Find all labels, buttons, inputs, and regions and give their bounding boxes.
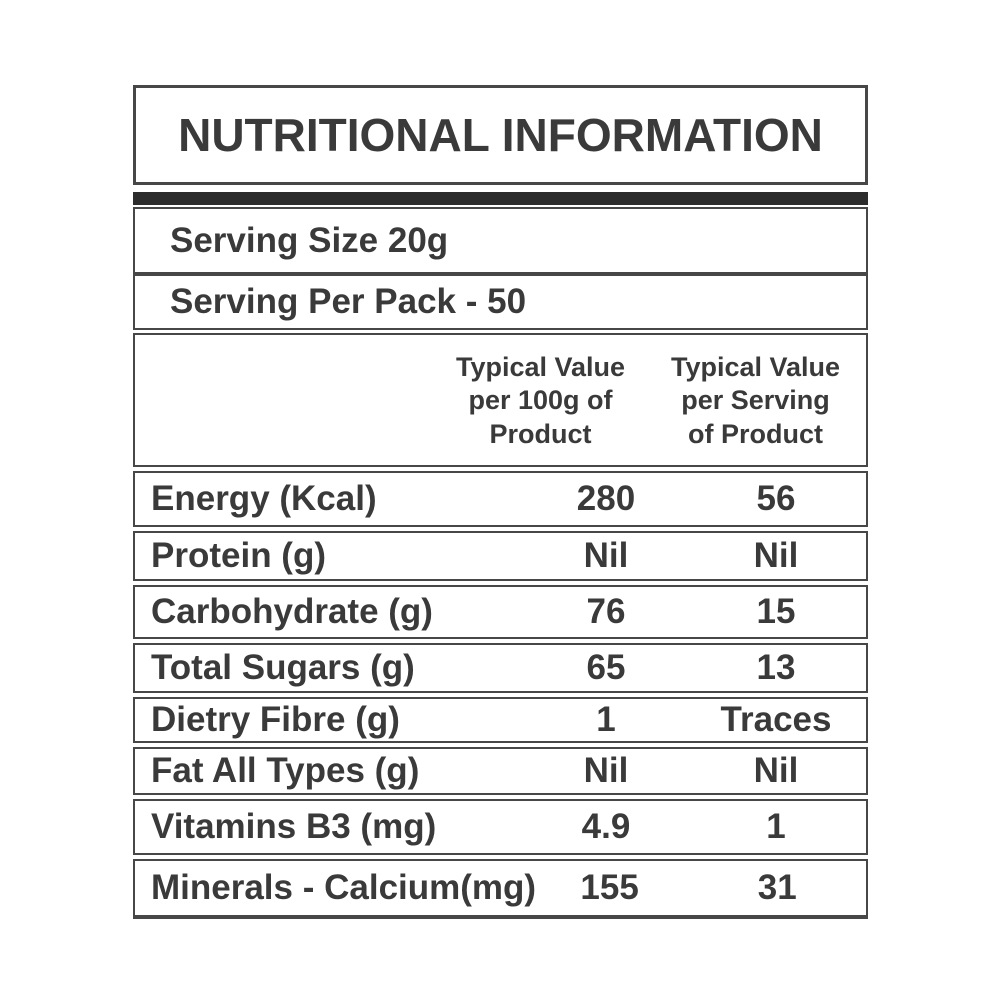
value-per-100g: 4.9 (581, 807, 631, 846)
value-per-100g: 280 (576, 479, 636, 518)
nutrient-row: Dietry Fibre (g) 1 Traces (133, 697, 868, 743)
header-line: Typical Value (670, 352, 841, 382)
nutrient-name: Protein (g) (151, 536, 326, 575)
value-per-100g: Nil (583, 536, 629, 575)
header-line: Product (489, 418, 592, 449)
nutrient-row: Total Sugars (g) 65 13 (133, 643, 868, 693)
value-per-serving: 13 (756, 648, 796, 687)
nutrient-row: Carbohydrate (g) 76 15 (133, 585, 868, 639)
value-per-100g: 76 (586, 592, 626, 631)
column-header-per-100g: Typical Value per 100g of Product (428, 351, 653, 451)
serving-per-pack-text: Serving Per Pack - 50 (170, 282, 527, 321)
header-line: Typical Value (455, 352, 626, 382)
column-headers-row: Typical Value per 100g of Product Typica… (133, 333, 868, 467)
nutrient-name: Dietry Fibre (g) (151, 700, 400, 739)
serving-per-pack-row: Serving Per Pack - 50 (133, 274, 868, 330)
header-line: per Serving (681, 385, 830, 416)
thick-divider-bar (133, 192, 868, 205)
title-box: NUTRITIONAL INFORMATION (133, 85, 868, 185)
value-per-serving: 56 (756, 479, 796, 518)
nutrient-name: Total Sugars (g) (151, 648, 415, 687)
nutrition-label: NUTRITIONAL INFORMATION Serving Size 20g… (133, 85, 868, 919)
header-line: per 100g of (468, 385, 613, 416)
value-per-serving: Nil (753, 751, 799, 790)
value-per-serving: Nil (753, 536, 799, 575)
page-title: NUTRITIONAL INFORMATION (178, 109, 823, 161)
serving-size-row: Serving Size 20g (133, 207, 868, 274)
value-per-serving: 31 (757, 868, 797, 907)
nutrient-name: Energy (Kcal) (151, 479, 377, 518)
value-per-serving: Traces (720, 700, 832, 739)
value-per-100g: 65 (586, 648, 626, 687)
header-line: of Product (688, 418, 823, 449)
column-header-per-serving: Typical Value per Serving of Product (653, 351, 858, 451)
nutrient-rows: Energy (Kcal) 280 56 Protein (g) Nil Nil… (133, 471, 868, 919)
value-per-serving: 1 (766, 807, 786, 846)
nutrient-name: Vitamins B3 (mg) (151, 807, 437, 846)
nutrient-row: Minerals - Calcium(mg) 155 31 (133, 859, 868, 919)
nutrient-name: Fat All Types (g) (151, 751, 420, 790)
nutrient-row: Vitamins B3 (mg) 4.9 1 (133, 799, 868, 855)
nutrient-name: Minerals - Calcium(mg) (151, 868, 537, 907)
serving-size-text: Serving Size 20g (170, 220, 449, 260)
value-per-serving: 15 (756, 592, 796, 631)
nutrient-name: Carbohydrate (g) (151, 592, 433, 631)
value-per-100g: Nil (583, 751, 629, 790)
nutrient-row: Energy (Kcal) 280 56 (133, 471, 868, 527)
value-per-100g: 155 (580, 868, 639, 907)
value-per-100g: 1 (596, 700, 616, 739)
nutrient-row: Protein (g) Nil Nil (133, 531, 868, 581)
nutrient-row: Fat All Types (g) Nil Nil (133, 747, 868, 795)
